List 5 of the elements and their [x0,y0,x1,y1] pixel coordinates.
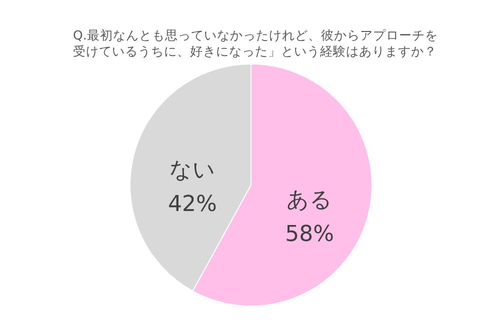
chart-title: Q.最初なんとも思っていなかったけれど、彼からアプローチを受けているうちに、好きになった」という経験はありますか？ [73,28,438,58]
data-label: 42% [168,192,217,217]
slice-label: ない [169,158,216,183]
slice-label: ある [286,188,333,214]
data-label: 58% [285,222,334,248]
